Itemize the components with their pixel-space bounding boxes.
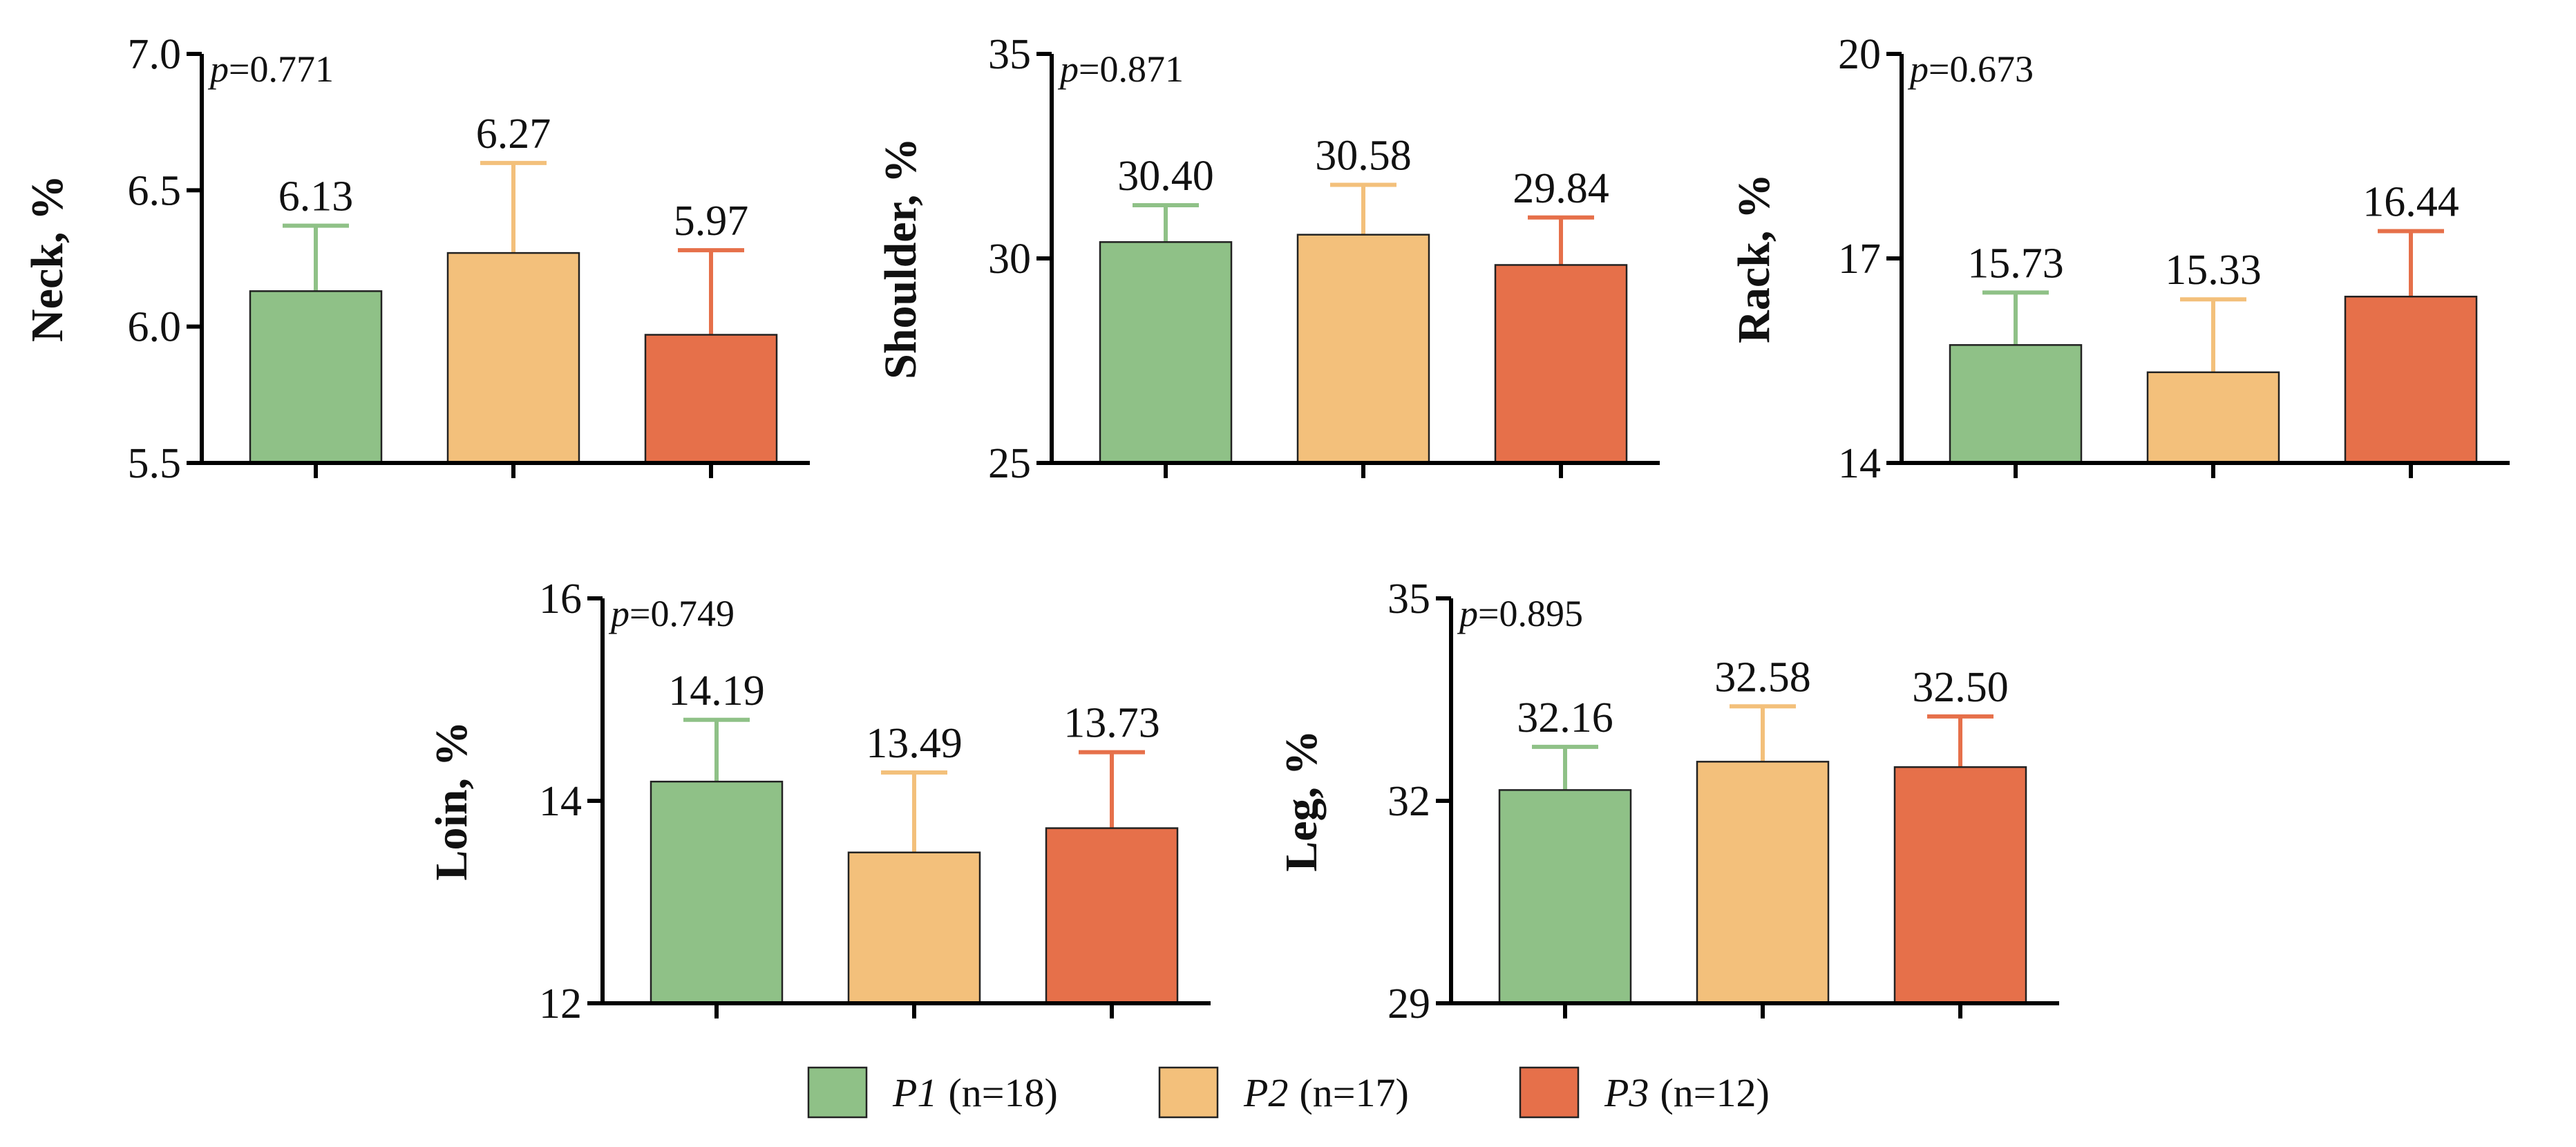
value-label: 32.16 — [1517, 694, 1613, 741]
p-value: p=0.895 — [1457, 593, 1583, 634]
y-axis-label: Loin, % — [426, 721, 477, 880]
p-value: p=0.871 — [1057, 48, 1184, 90]
value-label: 15.33 — [2165, 247, 2262, 294]
value-label: 32.58 — [1714, 654, 1811, 701]
panel-loin: 14.19 13.49 13.73 12 14 16 p=0.749 Loin, % — [426, 576, 1211, 1027]
legend-group: P2 — [1243, 1070, 1288, 1115]
bar — [1893, 766, 2027, 1005]
legend-item-p1: P1 (n=18) — [807, 1066, 1058, 1119]
y-tick-label: 25 — [988, 440, 1031, 487]
legend-item-p3: P3 (n=12) — [1519, 1066, 1770, 1119]
legend-count: (n=18) — [948, 1070, 1057, 1115]
legend-label: P2 (n=17) — [1243, 1070, 1409, 1115]
legend-group: P3 — [1604, 1070, 1649, 1115]
y-tick-label: 6.5 — [128, 167, 182, 214]
bar — [249, 290, 383, 464]
y-tick-label: 6.0 — [128, 304, 182, 351]
value-label: 30.58 — [1315, 132, 1412, 179]
p-value: p=0.749 — [608, 593, 735, 634]
value-label: 29.84 — [1513, 165, 1609, 212]
y-tick-label: 35 — [1388, 576, 1430, 623]
value-label: 14.19 — [668, 667, 765, 714]
y-tick-label: 14 — [539, 778, 582, 825]
legend-label: P3 (n=12) — [1604, 1070, 1770, 1115]
panel-shoulder: 30.40 30.58 29.84 25 30 35 p=0.871 Shoulder, % — [875, 31, 1660, 487]
bar — [847, 851, 981, 1005]
value-label: 13.73 — [1063, 700, 1160, 747]
y-axis-label: Rack, % — [1729, 173, 1779, 343]
bar — [1296, 234, 1430, 464]
bar — [1498, 789, 1632, 1005]
bar — [1696, 761, 1830, 1005]
value-label: 32.50 — [1912, 664, 2009, 711]
bar — [1045, 827, 1179, 1005]
panel-leg: 32.16 32.58 32.50 29 32 35 p=0.895 Leg, % — [1276, 576, 2059, 1027]
y-tick-label: 12 — [539, 980, 582, 1027]
bar — [1099, 241, 1233, 464]
bar — [446, 252, 580, 464]
y-axis-label: Neck, % — [22, 175, 73, 342]
y-tick-label: 7.0 — [128, 31, 182, 78]
bar — [2146, 371, 2280, 464]
legend: P1 (n=18) P2 (n=17) P3 (n=12) — [807, 1066, 1770, 1119]
bar — [1949, 344, 2083, 464]
bar — [650, 780, 784, 1005]
y-tick-label: 16 — [539, 576, 582, 623]
y-tick-label: 20 — [1838, 31, 1881, 78]
value-label: 15.73 — [1967, 240, 2064, 287]
legend-swatch — [1519, 1066, 1580, 1119]
y-tick-label: 35 — [988, 31, 1031, 78]
legend-count: (n=17) — [1299, 1070, 1408, 1115]
value-label: 6.13 — [278, 173, 354, 220]
y-tick-label: 30 — [988, 236, 1031, 283]
value-label: 5.97 — [674, 198, 749, 245]
value-label: 16.44 — [2362, 179, 2459, 226]
y-axis-label: Leg, % — [1276, 730, 1327, 871]
y-tick-label: 17 — [1838, 236, 1881, 283]
legend-group: P1 — [892, 1070, 937, 1115]
y-axis-label: Shoulder, % — [875, 138, 926, 379]
panels: 6.13 6.27 5.97 5.5 6.0 6.5 7.0 p=0.771 Neck, % 30… — [22, 31, 2510, 1027]
value-label: 6.27 — [476, 111, 551, 158]
p-value: p=0.673 — [1907, 48, 2034, 90]
value-label: 30.40 — [1117, 153, 1214, 200]
bar — [644, 334, 778, 464]
y-tick-label: 32 — [1388, 778, 1430, 825]
legend-swatch — [807, 1066, 868, 1119]
y-tick-label: 14 — [1838, 440, 1881, 487]
panel-neck: 6.13 6.27 5.97 5.5 6.0 6.5 7.0 p=0.771 Neck, % — [22, 31, 810, 487]
legend-label: P1 (n=18) — [892, 1070, 1058, 1115]
y-tick-label: 29 — [1388, 980, 1430, 1027]
value-label: 13.49 — [866, 720, 963, 767]
legend-item-p2: P2 (n=17) — [1158, 1066, 1409, 1119]
panel-rack: 15.73 15.33 16.44 14 17 20 p=0.673 Rack, % — [1729, 31, 2510, 487]
p-value: p=0.771 — [207, 48, 334, 90]
y-tick-label: 5.5 — [128, 440, 182, 487]
bar — [2344, 296, 2478, 464]
legend-swatch — [1158, 1066, 1219, 1119]
legend-count: (n=12) — [1660, 1070, 1769, 1115]
bar — [1494, 264, 1628, 464]
